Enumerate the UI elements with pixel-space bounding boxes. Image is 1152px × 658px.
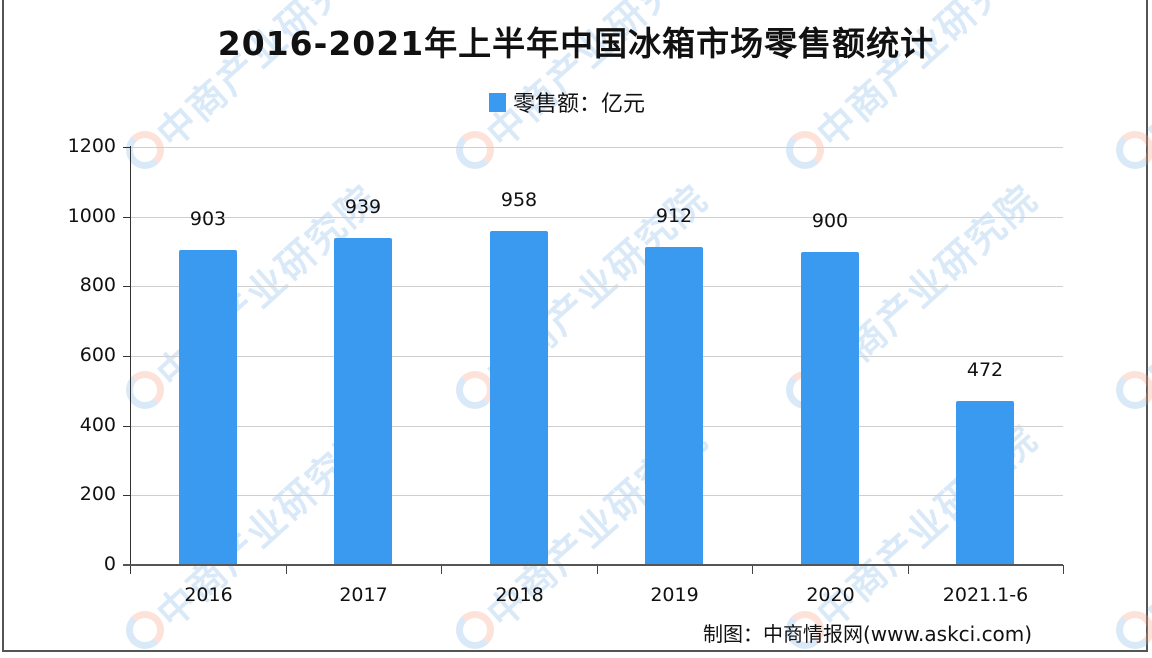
x-tick <box>597 565 598 574</box>
data-label: 912 <box>655 205 693 227</box>
y-tick <box>123 217 131 218</box>
x-tick-label: 2016 <box>184 584 233 606</box>
x-tick <box>441 565 442 574</box>
y-tick-label: 600 <box>79 344 116 366</box>
bar-2019 <box>645 247 703 565</box>
y-tick-label: 200 <box>79 483 116 505</box>
data-label: 900 <box>811 210 849 232</box>
legend: 零售额：亿元 <box>489 89 646 117</box>
gridline <box>131 356 1063 357</box>
data-label: 939 <box>344 196 382 218</box>
y-tick-label: 0 <box>103 553 116 575</box>
x-tick-label: 2021.1-6 <box>942 584 1029 606</box>
y-tick-label: 800 <box>79 274 116 296</box>
x-tick <box>286 565 287 574</box>
y-tick <box>123 356 131 357</box>
legend-label: 零售额：亿元 <box>513 92 646 117</box>
bar-2020 <box>801 252 859 566</box>
source-credit: 制图：中商情报网(www.askci.com) <box>703 622 1033 646</box>
y-tick-label: 1200 <box>67 135 116 157</box>
gridline <box>131 495 1063 496</box>
data-label: 903 <box>189 208 227 230</box>
bar-2017 <box>334 238 392 565</box>
y-tick <box>123 286 131 287</box>
x-tick-label: 2019 <box>650 584 699 606</box>
y-tick-label: 400 <box>79 414 116 436</box>
x-tick-label: 2018 <box>495 584 544 606</box>
gridline <box>131 147 1063 148</box>
bar-2021.1-6 <box>956 401 1014 565</box>
chart-title: 2016-2021年上半年中国冰箱市场零售额统计 <box>217 24 935 63</box>
x-tick-label: 2017 <box>339 584 388 606</box>
data-label: 958 <box>500 189 538 211</box>
data-label: 472 <box>966 359 1004 381</box>
x-tick <box>1063 565 1064 574</box>
y-tick <box>123 426 131 427</box>
x-tick <box>908 565 909 574</box>
x-axis <box>123 564 1063 566</box>
x-tick-label: 2020 <box>806 584 855 606</box>
x-tick <box>752 565 753 574</box>
y-tick <box>123 495 131 496</box>
bar-2016 <box>179 250 237 565</box>
y-tick-label: 1000 <box>67 205 116 227</box>
gridline <box>131 286 1063 287</box>
bar-2018 <box>490 231 548 565</box>
legend-swatch <box>489 92 506 112</box>
gridline <box>131 426 1063 427</box>
y-tick <box>123 147 131 148</box>
gridline <box>131 217 1063 218</box>
y-axis <box>130 146 131 573</box>
